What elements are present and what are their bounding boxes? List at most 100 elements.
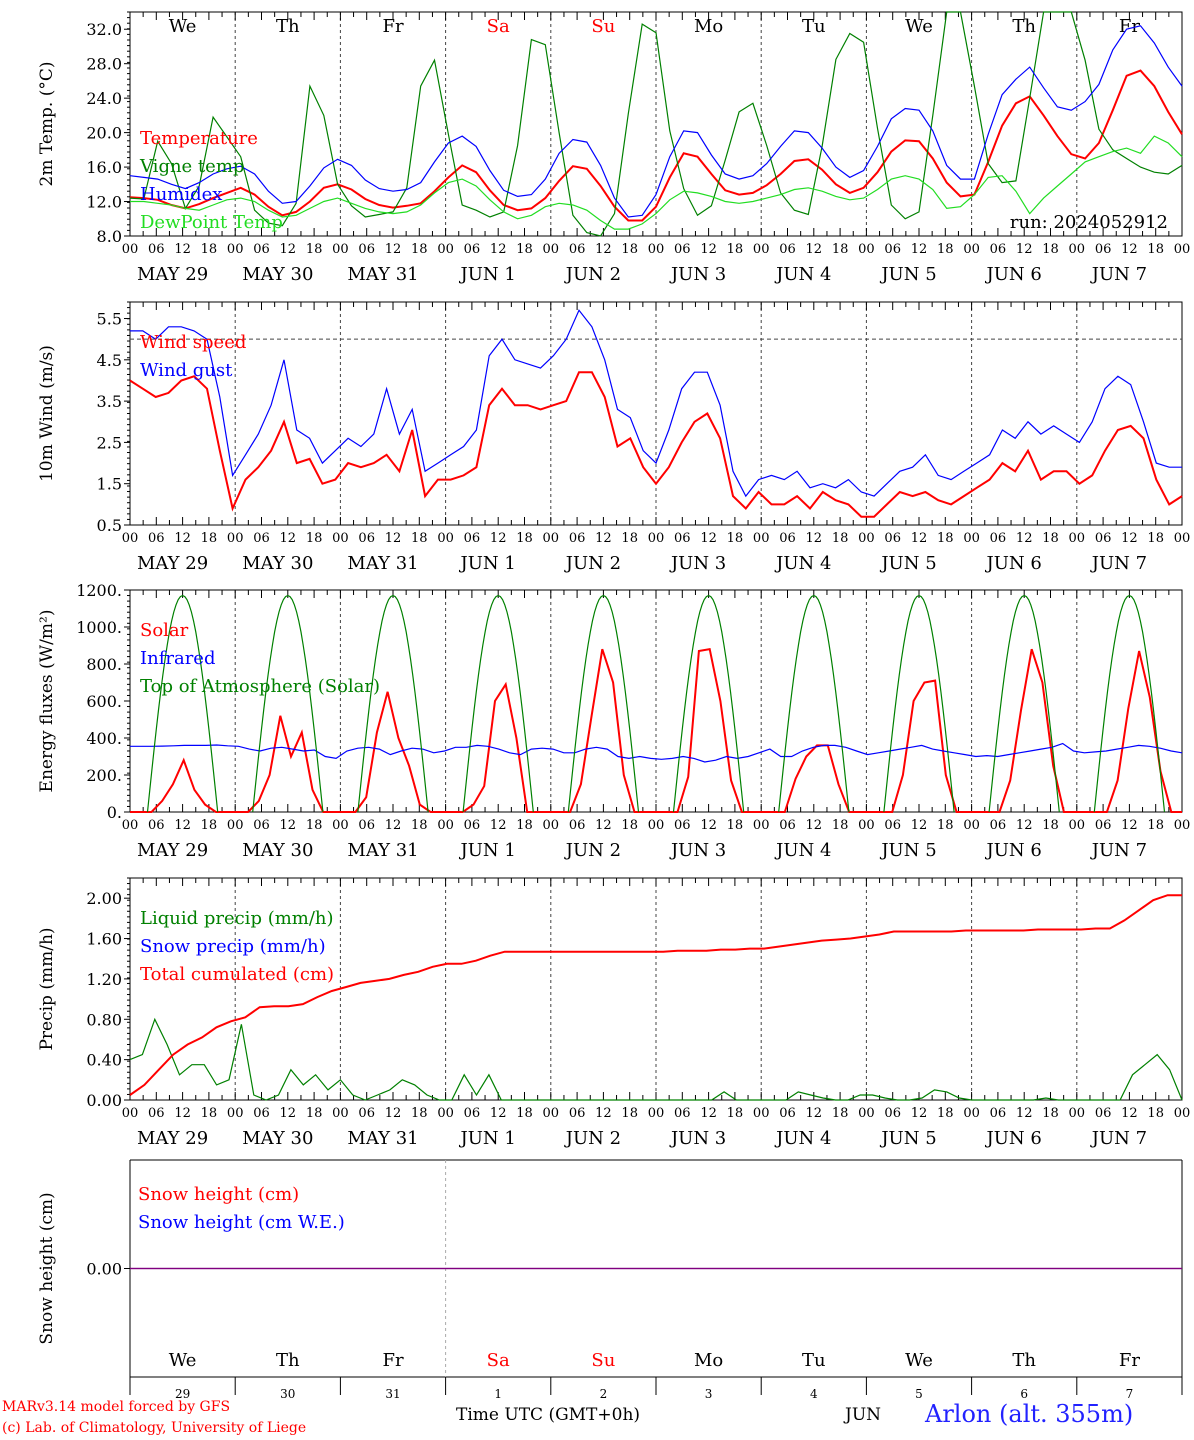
x-hour-label: 12 xyxy=(1016,1106,1033,1121)
day-name-top: We xyxy=(169,16,197,37)
x-hour-label: 00 xyxy=(858,531,875,546)
x-hour-label: 12 xyxy=(595,242,612,257)
x-hour-label: 00 xyxy=(437,531,454,546)
panel-5: 0.00 Snow height (cm) Snow height (cm) Snow… xyxy=(37,1159,1183,1401)
day-name-top: Mo xyxy=(694,16,723,37)
x-hour-label: 00 xyxy=(122,531,139,546)
x-hour-label: 18 xyxy=(832,242,849,257)
x-date-label: JUN 6 xyxy=(985,553,1042,574)
day-number: 3 xyxy=(705,1387,713,1401)
x-date-label: JUN 5 xyxy=(879,1128,936,1149)
x-hour-label: 06 xyxy=(148,818,165,833)
x-hour-label: 18 xyxy=(832,818,849,833)
day-name-top: Su xyxy=(591,16,615,37)
legend-entry: Liquid precip (mm/h) xyxy=(140,908,334,929)
x-date-label: JUN 2 xyxy=(564,264,621,285)
y-tick-label: 3.5 xyxy=(97,392,122,411)
x-hour-label: 06 xyxy=(464,531,481,546)
x-date-label: JUN 7 xyxy=(1090,840,1147,861)
x-hour-label: 18 xyxy=(411,242,428,257)
x-date-label: JUN 2 xyxy=(564,1128,621,1149)
x-hour-label: 18 xyxy=(727,242,744,257)
x-hour-label: 00 xyxy=(122,242,139,257)
x-date-label: JUN 7 xyxy=(1090,264,1147,285)
x-hour-label: 12 xyxy=(280,818,297,833)
x-date-label: MAY 30 xyxy=(242,264,313,285)
x-hour-label: 06 xyxy=(1095,1106,1112,1121)
legend-entry: Snow precip (mm/h) xyxy=(140,936,326,957)
x-hour-label: 12 xyxy=(1121,1106,1138,1121)
y-axis-label: Snow height (cm) xyxy=(37,1192,57,1344)
x-hour-label: 06 xyxy=(464,242,481,257)
x-hour-label: 18 xyxy=(306,242,323,257)
x-hour-label: 12 xyxy=(595,818,612,833)
x-hour-label: 18 xyxy=(1042,1106,1059,1121)
x-hour-label: 00 xyxy=(1069,531,1086,546)
y-tick-label: 16.0 xyxy=(86,158,122,177)
x-hour-label: 06 xyxy=(253,242,270,257)
x-hour-label: 12 xyxy=(700,1106,717,1121)
day-name-bottom: We xyxy=(905,1350,933,1371)
x-date-label: JUN 4 xyxy=(774,1128,831,1149)
series-top-of-atmosphere-solar xyxy=(146,594,1166,813)
y-tick-label: 4.5 xyxy=(97,351,122,370)
x-hour-label: 06 xyxy=(1095,242,1112,257)
x-hour-label: 18 xyxy=(516,1106,533,1121)
x-hour-label: 18 xyxy=(201,242,218,257)
x-hour-label: 00 xyxy=(332,818,349,833)
x-date-label: MAY 31 xyxy=(347,840,418,861)
x-hour-label: 18 xyxy=(201,531,218,546)
x-hour-label: 06 xyxy=(358,242,375,257)
day-number: 29 xyxy=(175,1387,190,1401)
x-hour-label: 18 xyxy=(306,818,323,833)
day-number: 2 xyxy=(600,1387,608,1401)
day-name-bottom: Tu xyxy=(802,1350,826,1371)
x-hour-label: 12 xyxy=(1121,242,1138,257)
legend-entry: Infrared xyxy=(140,648,215,669)
x-hour-label: 06 xyxy=(1095,531,1112,546)
x-hour-label: 06 xyxy=(674,1106,691,1121)
day-name-bottom: Th xyxy=(276,1350,300,1371)
day-name-bottom: Fr xyxy=(1119,1350,1140,1371)
x-hour-label: 12 xyxy=(385,242,402,257)
x-date-label: JUN 1 xyxy=(459,553,516,574)
day-name-top: Th xyxy=(1012,16,1036,37)
x-hour-label: 18 xyxy=(621,1106,638,1121)
x-hour-label: 12 xyxy=(490,531,507,546)
x-date-label: JUN 5 xyxy=(879,840,936,861)
x-hour-label: 00 xyxy=(543,1106,560,1121)
y-tick-label: 800. xyxy=(86,655,122,674)
x-hour-label: 06 xyxy=(674,242,691,257)
x-hour-label: 18 xyxy=(1042,818,1059,833)
x-hour-label: 06 xyxy=(569,1106,586,1121)
series-wind-speed xyxy=(129,371,1183,518)
y-tick-label: 400. xyxy=(86,729,122,748)
x-hour-label: 00 xyxy=(648,242,665,257)
x-hour-label: 18 xyxy=(727,531,744,546)
y-tick-label: 0.40 xyxy=(86,1051,122,1070)
x-hour-label: 00 xyxy=(963,242,980,257)
x-hour-label: 06 xyxy=(779,242,796,257)
x-hour-label: 18 xyxy=(1147,818,1164,833)
series-solar xyxy=(130,648,1182,813)
day-number: 6 xyxy=(1020,1387,1028,1401)
x-hour-label: 06 xyxy=(884,818,901,833)
x-date-label: JUN 3 xyxy=(669,840,726,861)
x-hour-label: 00 xyxy=(227,242,244,257)
series-vigne-temp xyxy=(129,11,1183,237)
x-hour-label: 06 xyxy=(990,242,1007,257)
x-hour-label: 00 xyxy=(122,1106,139,1121)
day-name-top: Sa xyxy=(487,16,510,37)
x-hour-label: 18 xyxy=(411,1106,428,1121)
day-name-bottom: Mo xyxy=(694,1350,723,1371)
x-hour-label: 06 xyxy=(148,531,165,546)
y-axis-label: 2m Temp. (°C) xyxy=(37,61,57,186)
y-tick-label: 20.0 xyxy=(86,124,122,143)
y-tick-label: 0.00 xyxy=(86,1091,122,1110)
x-hour-label: 12 xyxy=(280,242,297,257)
x-hour-label: 18 xyxy=(621,531,638,546)
x-date-label: JUN 4 xyxy=(774,553,831,574)
day-name-bottom: Fr xyxy=(382,1350,403,1371)
x-hour-label: 12 xyxy=(806,818,823,833)
x-hour-label: 06 xyxy=(1095,818,1112,833)
